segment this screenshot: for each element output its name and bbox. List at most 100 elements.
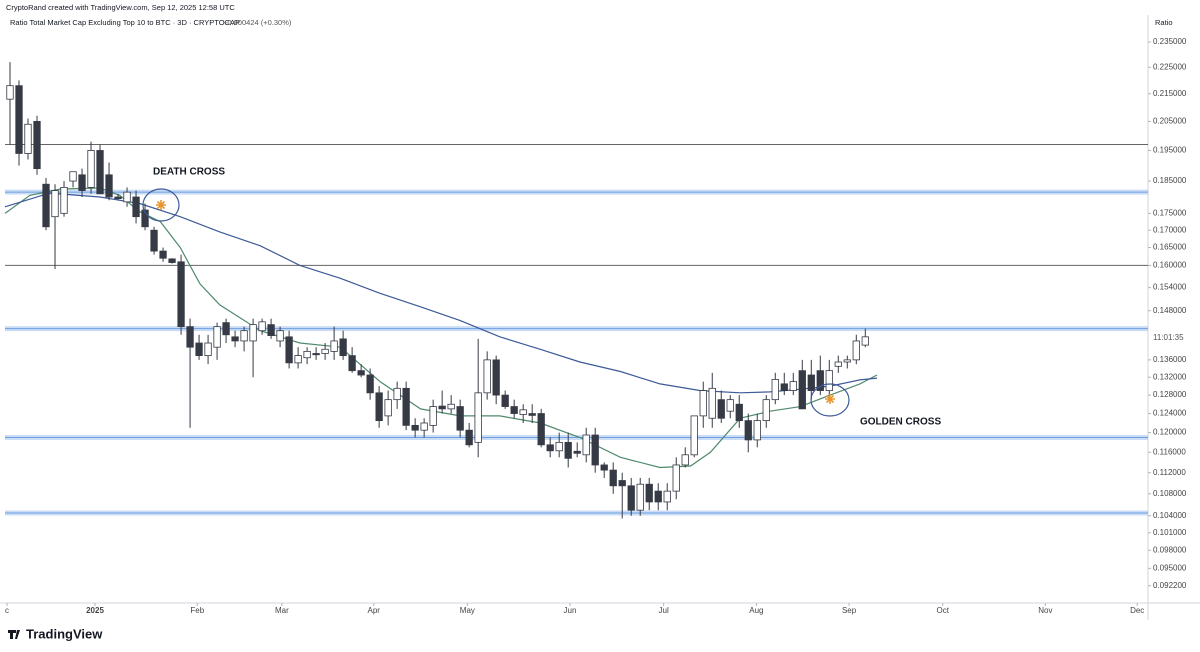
candle-body (321, 348, 329, 354)
y-tick-label: 0.092200 (1153, 581, 1187, 590)
candle-body (429, 406, 437, 426)
candle-body (204, 342, 212, 357)
candle-body (528, 413, 536, 416)
y-tick-label: 0.124000 (1153, 409, 1187, 418)
y-tick-label: 0.132000 (1153, 372, 1187, 381)
candle-body (465, 429, 473, 446)
candle-body (555, 441, 563, 452)
candle-body (501, 394, 509, 407)
cross-marker (156, 200, 166, 210)
candle-body (78, 174, 86, 191)
candle-body (114, 196, 122, 200)
y-tick-label: 0.098000 (1153, 545, 1187, 554)
y-tick-label: 0.128000 (1153, 390, 1187, 399)
y-tick-label: 0.225000 (1153, 62, 1187, 71)
y-tick-label: 0.160000 (1153, 261, 1187, 270)
candle-body (564, 441, 572, 459)
candle-body (762, 399, 770, 422)
candle-body (672, 464, 680, 492)
candle-body (861, 336, 869, 346)
candle-body (744, 420, 752, 441)
candle-body (438, 405, 446, 410)
credit: CryptoRand created with TradingView.com,… (6, 3, 235, 12)
candle-body (168, 258, 176, 263)
y-tick-label: 0.170000 (1153, 225, 1187, 234)
annotation-circle (142, 188, 180, 222)
candle-body (384, 399, 392, 417)
candle-body (771, 379, 779, 401)
x-tick-label: Dec (1130, 606, 1144, 615)
candle-body (402, 387, 410, 426)
candle-body (33, 121, 41, 170)
candle-body (105, 174, 113, 198)
candle-body (474, 392, 482, 443)
candle-body (339, 338, 347, 357)
candle-body (177, 261, 185, 328)
chart-title: Ratio Total Market Cap Excluding Top 10 … (10, 18, 240, 27)
candle-body (627, 485, 635, 511)
candle-body (789, 381, 797, 391)
x-tick-label: Sep (842, 606, 857, 615)
candle-body (573, 450, 581, 454)
candle-body (249, 324, 257, 342)
candle-body (51, 190, 59, 218)
candle-body (510, 406, 518, 414)
candle-body (798, 370, 806, 410)
candle-body (600, 464, 608, 471)
y-tick-label: 0.205000 (1153, 117, 1187, 126)
candle-body (6, 85, 14, 100)
candle-body (285, 336, 293, 364)
candle-body (123, 191, 131, 203)
brand: TradingView (26, 626, 103, 641)
x-tick-label: May (460, 606, 475, 615)
candle-body (294, 355, 302, 364)
countdown: 11:01:35 (1153, 333, 1184, 342)
x-tick-label: Aug (749, 606, 763, 615)
candle-body (150, 229, 158, 252)
candle-body (852, 340, 860, 361)
annotation-circle (810, 383, 850, 417)
logo-mark (8, 630, 20, 639)
candle-body (258, 321, 266, 332)
y-tick-label: 0.101000 (1153, 528, 1187, 537)
candle-body (24, 123, 32, 154)
candle-body (267, 324, 275, 336)
candle-body (195, 342, 203, 357)
candle-body (96, 150, 104, 195)
candle-body (42, 183, 50, 228)
annotation: GOLDEN CROSS (860, 417, 941, 428)
candle-body (537, 413, 545, 446)
candle-body (816, 370, 824, 391)
candle-body (15, 85, 23, 154)
y-tick-label: 0.175000 (1153, 208, 1187, 217)
candle-body (645, 483, 653, 503)
candle-body (546, 444, 554, 452)
y-tick-label: 0.136000 (1153, 355, 1187, 364)
candle-body (276, 330, 284, 342)
y-tick-label: 0.195000 (1153, 146, 1187, 155)
x-tick-label: Apr (368, 606, 381, 615)
y-tick-label: 0.108000 (1153, 489, 1187, 498)
candle-body (420, 422, 428, 431)
y-tick-label: 0.112000 (1153, 468, 1186, 477)
candle-body (780, 383, 788, 391)
candle-body (690, 415, 698, 456)
candle-body (519, 409, 527, 415)
y-tick-label: 0.235000 (1153, 37, 1187, 46)
y-tick-label: 0.215000 (1153, 89, 1187, 98)
candle-body (699, 390, 707, 417)
y-tick-label: 0.165000 (1153, 243, 1187, 252)
candle-body (807, 374, 815, 391)
candle-body (411, 424, 419, 431)
candle-body (330, 340, 338, 352)
candle-body (357, 370, 365, 376)
candle-body (492, 359, 500, 396)
x-tick-label: 2025 (86, 606, 104, 615)
candle-body (87, 150, 95, 188)
cross-marker (825, 394, 835, 404)
candle-body (825, 370, 833, 391)
y-tick-label: 0.120000 (1153, 428, 1187, 437)
candle-body (483, 359, 491, 394)
